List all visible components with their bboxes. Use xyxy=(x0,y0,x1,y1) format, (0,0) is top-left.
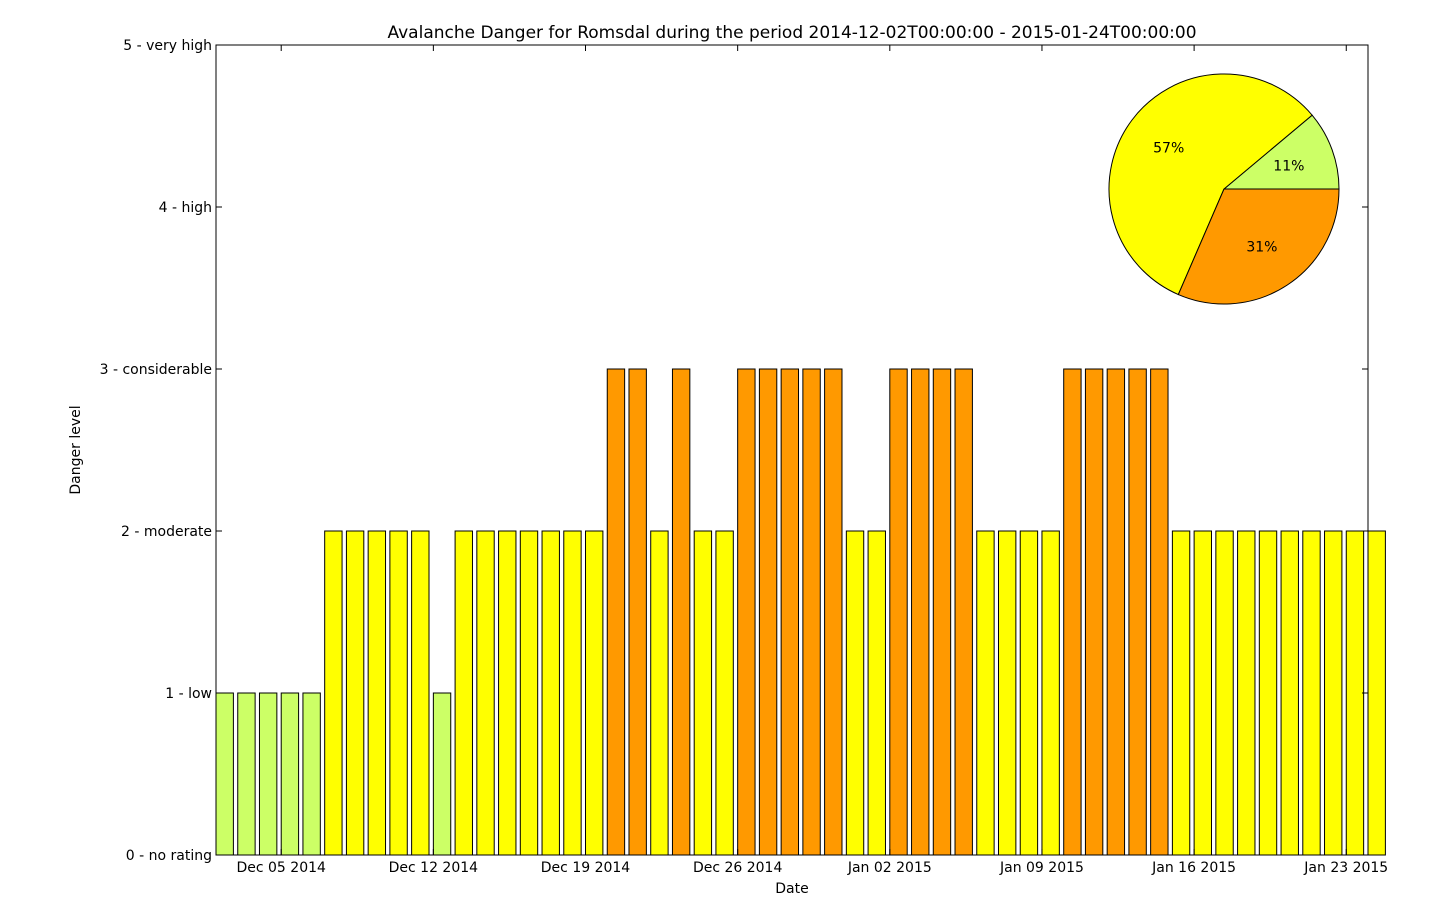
bar xyxy=(997,530,1017,856)
bar xyxy=(802,368,821,856)
bar xyxy=(780,368,800,856)
bar xyxy=(585,530,604,856)
y-axis-label: Danger level xyxy=(68,405,84,494)
bar xyxy=(1258,530,1278,856)
bar xyxy=(541,530,560,856)
bar xyxy=(1367,530,1386,856)
bar xyxy=(476,530,495,856)
bar xyxy=(1193,530,1212,856)
bar xyxy=(1019,530,1039,856)
x-tick-label: Jan 23 2015 xyxy=(1303,860,1388,876)
bar xyxy=(628,368,647,856)
pie-chart: 0%11%57%31% xyxy=(1108,73,1340,305)
bar xyxy=(1345,530,1365,856)
bar xyxy=(911,368,930,856)
bar xyxy=(976,530,995,856)
x-tick-label: Dec 26 2014 xyxy=(693,860,783,876)
y-tick-label: 1 - low xyxy=(165,686,212,702)
bar xyxy=(1084,368,1104,856)
bar xyxy=(1063,368,1082,856)
bar xyxy=(954,368,973,856)
bar xyxy=(650,530,669,856)
bar xyxy=(563,530,582,856)
bar xyxy=(1302,530,1321,856)
pie-slice xyxy=(1177,188,1340,305)
pie-label: 11% xyxy=(1273,158,1304,174)
y-axis: 0 - no rating 1 - low 2 - moderate 3 - cons… xyxy=(100,38,1368,864)
bar xyxy=(671,368,691,856)
bar xyxy=(237,692,256,856)
bar xyxy=(258,692,278,856)
bar xyxy=(1237,530,1256,856)
bar xyxy=(606,368,626,856)
bar xyxy=(454,530,473,856)
bar xyxy=(280,692,300,856)
x-tick-label: Dec 19 2014 xyxy=(541,860,631,876)
x-tick-label: Dec 05 2014 xyxy=(236,860,326,876)
bar xyxy=(411,530,430,856)
bar xyxy=(824,368,843,856)
bar xyxy=(389,530,408,856)
bar xyxy=(758,368,778,856)
bar xyxy=(889,368,908,856)
bar xyxy=(693,530,713,856)
x-axis: Dec 05 2014 Dec 12 2014 Dec 19 2014 Dec 26 … xyxy=(236,45,1388,876)
bar xyxy=(1128,368,1147,856)
pie-label: 57% xyxy=(1153,141,1184,157)
bar xyxy=(1171,530,1191,856)
y-tick-label: 0 - no rating xyxy=(126,848,212,864)
x-tick-label: Dec 12 2014 xyxy=(389,860,479,876)
bar xyxy=(367,530,387,856)
x-tick-label: Jan 09 2015 xyxy=(999,860,1084,876)
chart-title: Avalanche Danger for Romsdal during the … xyxy=(387,23,1196,43)
pie-slice xyxy=(1108,73,1313,296)
bar xyxy=(1280,530,1299,856)
bar xyxy=(324,530,343,856)
x-tick-label: Jan 02 2015 xyxy=(847,860,932,876)
y-tick-label: 5 - very high xyxy=(123,38,212,54)
bar xyxy=(1041,530,1060,856)
y-tick-label: 4 - high xyxy=(159,200,212,216)
bar xyxy=(1215,530,1234,856)
y-tick-label: 3 - considerable xyxy=(100,362,212,378)
bar xyxy=(432,692,452,856)
bar xyxy=(498,530,517,856)
bar xyxy=(845,530,865,856)
x-axis-label: Date xyxy=(775,881,808,897)
bar xyxy=(737,368,756,856)
bar-group xyxy=(215,368,1386,856)
pie-label: 31% xyxy=(1246,240,1277,256)
x-tick-label: Jan 16 2015 xyxy=(1151,860,1236,876)
bar xyxy=(345,530,365,856)
bar xyxy=(215,692,234,856)
bar xyxy=(867,530,886,856)
y-tick-label: 2 - moderate xyxy=(121,524,212,540)
plot-frame xyxy=(215,44,1369,856)
pie-slice xyxy=(1222,114,1340,190)
bar xyxy=(1150,368,1169,856)
bar xyxy=(1324,530,1343,856)
bar xyxy=(519,530,539,856)
bar xyxy=(932,368,952,856)
bar xyxy=(715,530,734,856)
bar xyxy=(302,692,321,856)
bar xyxy=(1106,368,1126,856)
